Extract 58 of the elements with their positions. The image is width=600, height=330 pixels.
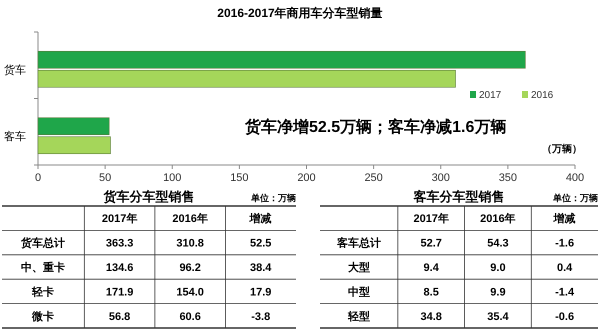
data-label: 310.8 [176, 238, 204, 250]
text: 增减 [248, 212, 272, 226]
x-tick-label: 300 [432, 172, 450, 184]
data-label: 17.9 [250, 286, 272, 298]
category-label: 轻卡 [31, 285, 54, 298]
text: 2016年 [480, 212, 516, 226]
data-label: 154.0 [176, 286, 204, 298]
data-label: 8.5 [424, 286, 439, 298]
legend-label: 2017 [479, 90, 502, 101]
data-label: 60.6 [179, 310, 201, 323]
x-tick-label: 150 [230, 172, 249, 184]
legend-label: 2016 [531, 90, 554, 101]
category-label: 中型 [348, 285, 370, 298]
annotation: 货车净增52.5万辆；客车净减1.6万辆 [244, 117, 506, 136]
x-tick-label: 100 [163, 172, 182, 184]
data-label: 9.4 [424, 262, 440, 274]
data-label: 56.8 [108, 310, 130, 323]
category-label: 微卡 [31, 310, 54, 323]
x-tick-label: 200 [297, 172, 316, 184]
data-label: 363.3 [106, 238, 134, 250]
data-label: 9.9 [490, 286, 506, 298]
text: 2016年 [172, 212, 208, 226]
x-tick-label: 250 [364, 172, 383, 184]
data-label: 54.3 [487, 238, 509, 250]
text: 2017年 [413, 212, 449, 226]
x-tick-label: 0 [34, 172, 42, 184]
text: 客车分车型销售 [412, 189, 504, 204]
text: 增减 [552, 212, 576, 226]
category-label: 大型 [348, 261, 370, 274]
data-label: 52.5 [250, 238, 272, 250]
data-label: 52.7 [420, 238, 442, 250]
x-tick-label: 350 [498, 172, 518, 184]
y-tick-label: 货车 [4, 63, 26, 76]
category-label: 中、重卡 [21, 261, 66, 274]
data-label: 96.2 [179, 262, 201, 274]
category-label: 客车总计 [336, 236, 381, 250]
x-tick-label: 50 [99, 172, 112, 184]
text: 单位：万辆 [552, 193, 598, 203]
category-label: 货车总计 [20, 236, 66, 250]
data-label: 35.4 [487, 310, 510, 323]
data-label: 38.4 [250, 262, 272, 274]
data-label: 0.4 [556, 262, 574, 274]
category-label: 轻型 [346, 310, 370, 323]
x-axis-title: （万辆） [542, 143, 582, 155]
y-tick-label: 客车 [4, 130, 26, 143]
text: 单位：万辆 [250, 193, 296, 203]
text: 货车分车型销售 [102, 189, 194, 204]
data-label: -1.6 [555, 238, 574, 250]
data-label: 34.8 [420, 310, 442, 323]
data-label: -0.6 [555, 310, 574, 323]
data-label: 171.9 [106, 286, 134, 298]
x-tick-label: 400 [566, 172, 584, 184]
text: 2017年 [102, 212, 138, 226]
data-label: -3.8 [251, 310, 270, 323]
data-label: -1.4 [555, 286, 575, 298]
chart-title: 2016-2017年商用车分车型销量 [217, 6, 383, 20]
data-label: 9.0 [490, 262, 506, 274]
data-label: 134.6 [106, 262, 134, 274]
